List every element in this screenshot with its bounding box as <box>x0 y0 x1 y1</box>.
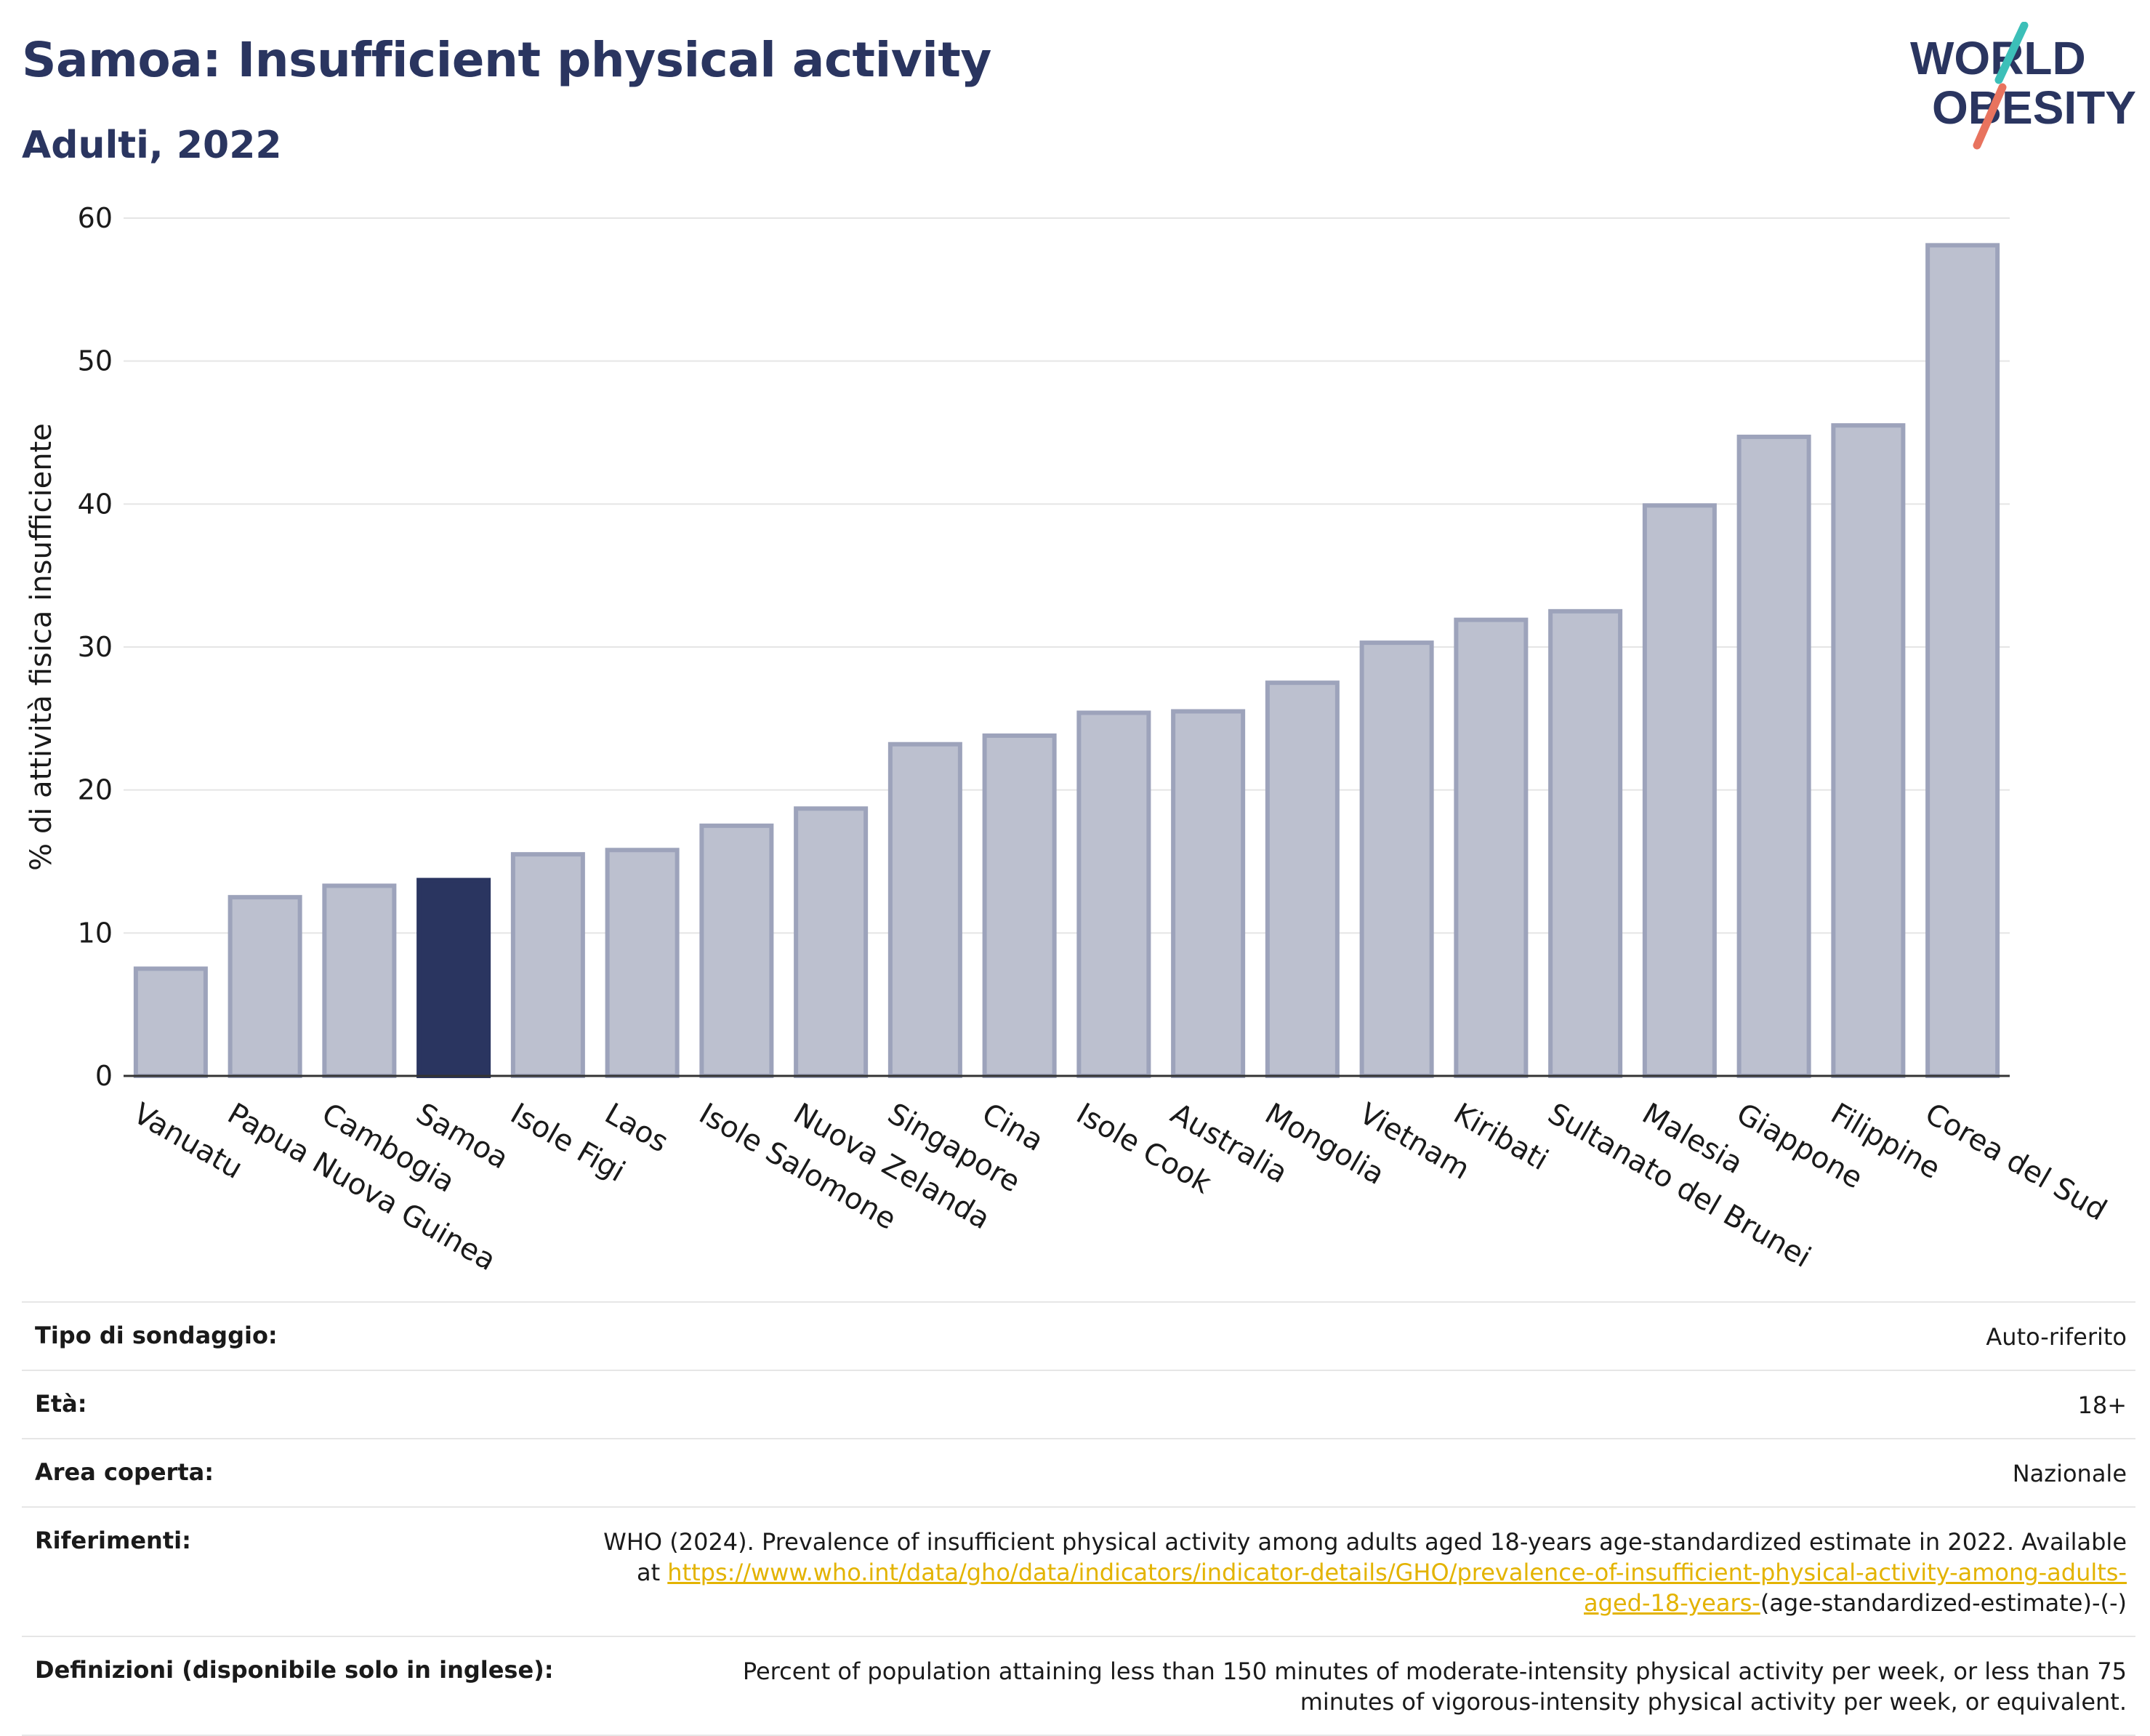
info-row-survey-type: Tipo di sondaggio: Auto-riferito <box>22 1301 2135 1370</box>
bar-isole-figi <box>510 852 585 1079</box>
bar-cambogia <box>322 883 397 1079</box>
info-row-age: Età: 18+ <box>22 1370 2135 1438</box>
bar-corea-del-sud <box>1925 243 2000 1078</box>
references-link[interactable]: https://www.who.int/data/gho/data/indica… <box>667 1559 2127 1617</box>
chart-subtitle: Adulti, 2022 <box>22 124 282 167</box>
bar-papua-nuova-guinea <box>228 895 302 1079</box>
survey-type-label: Tipo di sondaggio: <box>35 1322 278 1349</box>
area-label: Area coperta: <box>35 1458 214 1486</box>
area-value: Nazionale <box>2012 1460 2127 1487</box>
info-table: Tipo di sondaggio: Auto-riferito Età: 18… <box>22 1301 2135 1736</box>
references-suffix: (age-standardized-estimate)-(-) <box>1760 1589 2127 1617</box>
references-label: Riferimenti: <box>35 1527 191 1554</box>
y-tick-label: 20 <box>78 774 113 806</box>
bar-isole-salomone <box>699 823 774 1078</box>
grid-lines <box>124 217 2010 1077</box>
y-tick-label: 40 <box>78 488 113 520</box>
bar-singapore <box>887 742 962 1078</box>
bar-malesia <box>1642 503 1717 1078</box>
definitions-value: Percent of population attaining less tha… <box>742 1657 2127 1716</box>
bar-cina <box>982 733 1057 1079</box>
bar-samoa <box>416 877 491 1078</box>
bar-laos <box>605 848 680 1078</box>
world-obesity-logo: WORLD OBESITY <box>1910 22 2136 150</box>
logo-slash-teal <box>1994 22 2029 84</box>
x-tick-label: Corea del Sud <box>1920 1097 2112 1228</box>
bar-australia <box>1171 709 1246 1078</box>
info-row-area: Area coperta: Nazionale <box>22 1438 2135 1506</box>
survey-type-value: Auto-riferito <box>1986 1323 2127 1351</box>
bars <box>133 243 2000 1079</box>
y-tick-label: 30 <box>78 631 113 663</box>
y-tick-label: 60 <box>78 202 113 234</box>
info-row-definitions: Definizioni (disponibile solo in inglese… <box>22 1636 2135 1736</box>
bar-kiribati <box>1454 617 1529 1078</box>
y-tick-label: 0 <box>95 1060 113 1092</box>
definitions-label: Definizioni (disponibile solo in inglese… <box>35 1656 554 1684</box>
bar-nuova-zelanda <box>794 806 869 1078</box>
bar-filippine <box>1831 423 1906 1078</box>
references-text: WHO (2024). Prevalence of insufficient p… <box>603 1528 2127 1586</box>
bar-giappone <box>1736 434 1811 1078</box>
age-label: Età: <box>35 1390 87 1418</box>
y-axis-ticks: 0 10 20 30 40 50 60 <box>78 202 113 1092</box>
y-tick-label: 50 <box>78 345 113 377</box>
chart-title: Samoa: Insufficient physical activity <box>22 32 991 88</box>
references-value: WHO (2024). Prevalence of insufficient p… <box>600 1527 2127 1618</box>
y-tick-label: 10 <box>78 917 113 949</box>
logo-slash-coral <box>1973 83 2007 150</box>
bar-vietnam <box>1359 640 1434 1078</box>
info-row-references: Riferimenti: WHO (2024). Prevalence of i… <box>22 1506 2135 1636</box>
age-value: 18+ <box>2077 1391 2127 1419</box>
bar-vanuatu <box>133 966 208 1078</box>
y-axis-label: % di attività fisica insufficiente <box>25 423 58 871</box>
logo-text-obesity: OBESITY <box>1932 81 2136 134</box>
bar-mongolia <box>1265 680 1340 1078</box>
bar-sultanato-del-brunei <box>1548 608 1623 1078</box>
bar-isole-cook <box>1076 710 1151 1078</box>
